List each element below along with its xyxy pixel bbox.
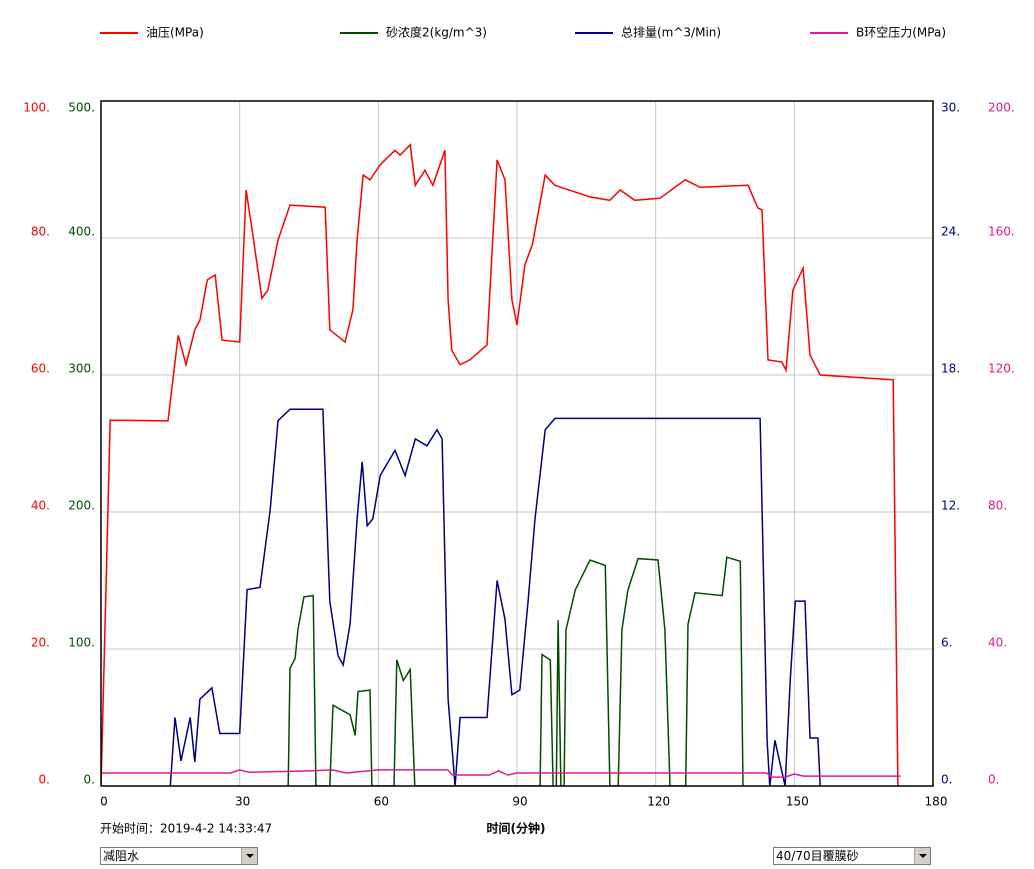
dropdown[interactable]: 减阻水 (100, 847, 258, 865)
plot-frame (100, 100, 934, 787)
y-tick-label: 120. (988, 362, 1015, 376)
dropdown-text: 减阻水 (103, 849, 140, 863)
y-tick-label: 80. (31, 225, 50, 239)
legend-label: 砂浓度2(kg/m^3) (386, 25, 487, 40)
y-tick-label: 0. (39, 773, 50, 787)
y-tick-label: 400. (68, 225, 95, 239)
series-line (169, 408, 821, 786)
x-tick-label: 150 (786, 795, 809, 809)
y-tick-label: 100. (68, 636, 95, 650)
x-tick-label: 30 (235, 795, 250, 809)
dropdown-text: 40/70目覆膜砂 (776, 849, 859, 863)
y-tick-label: 6. (941, 636, 952, 650)
x-tick-label: 90 (512, 795, 527, 809)
y-tick-label: 18. (941, 362, 960, 376)
y-tick-label: 40. (988, 636, 1007, 650)
dropdown[interactable]: 40/70目覆膜砂 (773, 847, 931, 865)
y-tick-label: 100. (23, 101, 50, 115)
legend-label: 油压(MPa) (146, 26, 204, 40)
y-tick-label: 500. (68, 101, 95, 115)
y-tick-label: 80. (988, 499, 1007, 513)
y-tick-label: 0. (988, 773, 999, 787)
y-tick-label: 20. (31, 636, 50, 650)
y-tick-label: 0. (84, 773, 95, 787)
y-tick-label: 30. (941, 101, 960, 115)
x-axis-label: 时间(分钟) (487, 821, 546, 836)
dropdown-arrow[interactable] (914, 848, 930, 864)
y-tick-label: 40. (31, 499, 50, 513)
start-time: 开始时间：2019-4-2 14:33:47 (100, 822, 272, 836)
series-line (101, 769, 901, 778)
y-tick-label: 200. (988, 101, 1015, 115)
y-tick-label: 0. (941, 773, 952, 787)
series-lines (101, 143, 901, 786)
dropdown-arrow[interactable] (241, 848, 257, 864)
y-tick-label: 300. (68, 362, 95, 376)
y-tick-label: 200. (68, 499, 95, 513)
series-line (287, 556, 744, 786)
y-tick-label: 24. (941, 225, 960, 239)
y-tick-label: 12. (941, 499, 960, 513)
y-tick-label: 60. (31, 362, 50, 376)
x-tick-label: 0 (100, 795, 108, 809)
x-tick-label: 180 (925, 795, 948, 809)
legend-label: 总排量(m^3/Min) (621, 26, 721, 40)
x-tick-label: 120 (647, 795, 670, 809)
x-tick-label: 60 (374, 795, 389, 809)
grid (101, 101, 933, 786)
legend-label: B环空压力(MPa) (856, 26, 946, 40)
series-line (101, 143, 899, 786)
y-tick-label: 160. (988, 225, 1015, 239)
